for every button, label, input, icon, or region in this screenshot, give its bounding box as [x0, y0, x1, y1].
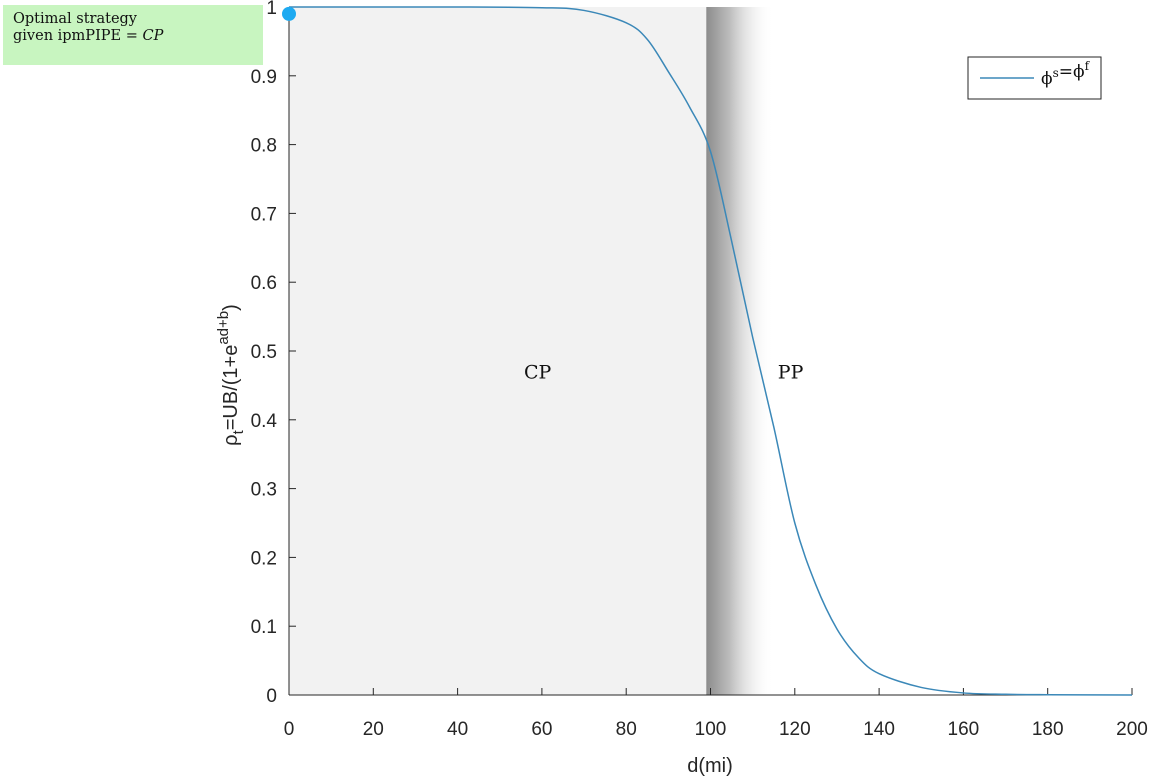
- legend-label-part: ϕ: [1073, 62, 1085, 82]
- region-cp: [289, 7, 707, 695]
- x-tick-label: 40: [447, 719, 468, 740]
- x-tick-label: 200: [1116, 719, 1148, 740]
- region-label-pp: PP: [778, 362, 804, 384]
- x-tick-label: 140: [863, 719, 895, 740]
- y-tick-label: 0.3: [251, 480, 277, 501]
- y-tick-label: 0.1: [251, 617, 277, 638]
- legend-label-part: =: [1059, 62, 1073, 82]
- x-tick-label: 20: [363, 719, 384, 740]
- y-axis-label-part: t: [230, 429, 247, 434]
- legend-label-part: s: [1053, 66, 1059, 80]
- y-axis-label-part: ad+b: [215, 311, 232, 345]
- x-tick-label: 160: [948, 719, 980, 740]
- y-tick-label: 0.6: [251, 273, 277, 294]
- x-tick-label: 100: [695, 719, 727, 740]
- y-tick-label: 0.9: [251, 67, 277, 88]
- y-tick-label: 0.8: [251, 136, 277, 157]
- legend: ϕs=ϕf: [967, 56, 1102, 100]
- legend-label-part: f: [1085, 59, 1091, 73]
- legend-entry-label: ϕs=ϕf: [1041, 59, 1091, 89]
- annotation-line-2: given ipmPIPE = CP: [13, 28, 253, 45]
- x-tick-label: 80: [616, 719, 637, 740]
- region-pp: [706, 7, 774, 695]
- legend-label-part: ϕ: [1041, 69, 1053, 89]
- annotation-line-2-value: CP: [142, 28, 164, 44]
- y-tick-label: 1: [266, 0, 277, 19]
- series-layer: [282, 6, 1133, 696]
- y-tick-label: 0: [266, 686, 277, 707]
- x-tick-label: 60: [531, 719, 552, 740]
- x-tick-label: 180: [1032, 719, 1064, 740]
- annotation-line-2-text: given ipmPIPE =: [13, 28, 143, 44]
- y-tick-label: 0.5: [251, 342, 277, 363]
- background-regions: [289, 7, 774, 695]
- x-tick-label: 120: [779, 719, 811, 740]
- y-axis-label: ρt=UB/(1+ead+b): [215, 304, 247, 446]
- y-tick-label: 0.7: [251, 204, 277, 225]
- series-line: [288, 6, 1133, 696]
- y-axis-label-part: =UB/(1+e: [220, 345, 242, 431]
- strategy-annotation: Optimal strategy given ipmPIPE = CP: [3, 5, 263, 65]
- marker-point: [282, 6, 296, 21]
- axes: 0 20 40 60 80 100 120 140 160 180 200 0 0.1 0.2 0.3 0.4…: [251, 0, 1148, 740]
- region-labels: CP PP: [524, 362, 804, 384]
- y-axis-label-part: ): [220, 304, 242, 311]
- region-label-cp: CP: [524, 362, 552, 384]
- annotation-line-1: Optimal strategy: [13, 11, 138, 27]
- y-tick-label: 0.4: [251, 411, 278, 432]
- x-axis-label: d(mi): [687, 755, 733, 777]
- x-tick-label: 0: [284, 719, 295, 740]
- y-tick-label: 0.2: [251, 548, 277, 569]
- y-axis-label-part: ρ: [220, 434, 242, 445]
